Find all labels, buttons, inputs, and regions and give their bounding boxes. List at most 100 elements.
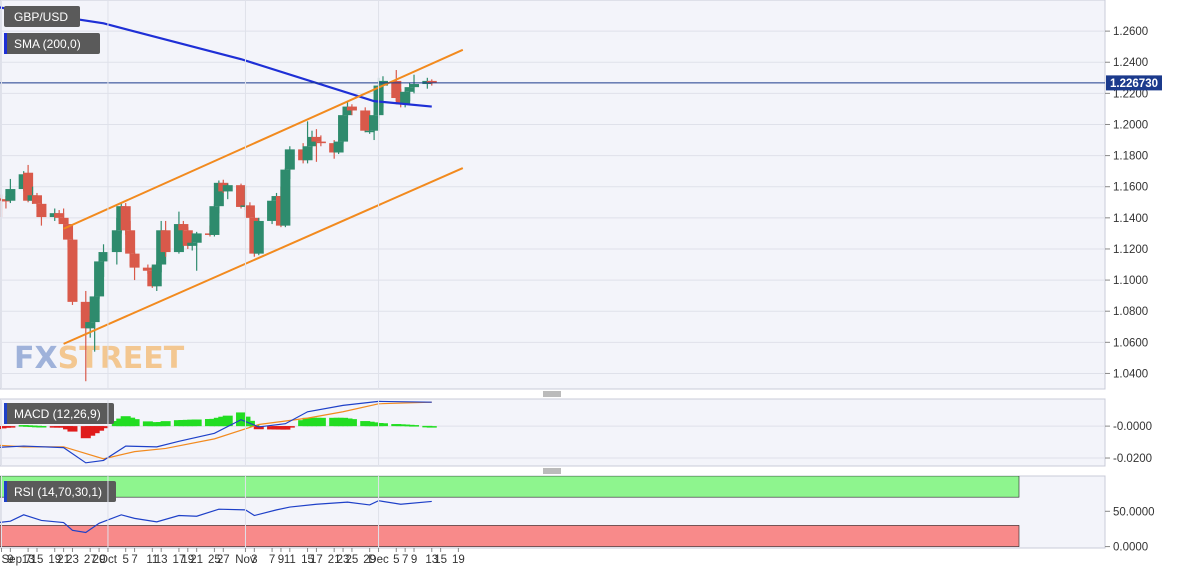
candle-body — [280, 169, 291, 226]
y-tick-label: 0.0000 — [1113, 542, 1148, 554]
rsi-legend-box[interactable] — [4, 481, 116, 502]
bearish-candle — [120, 203, 131, 235]
bullish-candle — [222, 183, 233, 200]
macd-bar — [426, 426, 437, 428]
rsi-overbought-zone — [0, 476, 1020, 498]
bullish-candle — [284, 146, 295, 179]
rsi-label: RSI (14,70,30,1) — [14, 485, 102, 499]
candle-body — [187, 242, 198, 246]
last-price-value: 1.226730 — [1110, 78, 1158, 90]
bullish-candle — [98, 244, 109, 277]
x-tick-label: 13 — [22, 554, 35, 566]
bullish-candle — [280, 168, 291, 228]
x-tick-label: 13 — [155, 554, 168, 566]
candle-body — [85, 322, 96, 329]
bullish-candle — [209, 203, 220, 237]
candle-body — [120, 206, 131, 231]
y-tick-label: 50.0000 — [1113, 506, 1155, 518]
macd-bar — [222, 415, 233, 427]
bearish-candle — [80, 290, 91, 382]
bearish-candle — [391, 70, 402, 102]
bearish-candle — [36, 202, 47, 226]
y-tick-label: 1.2000 — [1113, 119, 1148, 131]
candle-body — [222, 185, 233, 192]
macd-legend-box[interactable] — [4, 403, 114, 424]
bearish-candle — [346, 104, 357, 116]
sma-legend[interactable]: SMA (200,0) — [4, 33, 100, 54]
x-tick-label: 23 — [337, 554, 350, 566]
candle-body — [5, 189, 16, 201]
macd-legend-swatch — [4, 403, 7, 424]
macd-bar — [377, 423, 388, 427]
y-tick-label: 1.2600 — [1113, 26, 1148, 38]
bullish-candle — [338, 113, 349, 144]
price-macd-divider[interactable] — [0, 390, 1105, 398]
candle-body — [311, 136, 322, 142]
y-tick-label: 1.1200 — [1113, 244, 1148, 256]
candle-body — [284, 149, 295, 170]
macd-bar — [409, 425, 420, 427]
candle-body — [400, 91, 411, 105]
candle-body — [369, 115, 380, 131]
bullish-candle — [191, 231, 202, 271]
y-tick-label: 1.0600 — [1113, 337, 1148, 349]
price-y-axis: 1.2600 1.2400 1.2200 1.2000 1.1800 1.1600 1.14… — [1105, 26, 1148, 380]
x-tick-label: Sep 7 — [2, 554, 32, 566]
candle-body — [178, 224, 189, 231]
x-tick-label: 7 — [269, 554, 275, 566]
grip-icon — [543, 468, 561, 474]
candle-body — [364, 130, 375, 133]
macd-bar — [315, 417, 326, 427]
y-tick-label: -0.0200 — [1113, 453, 1152, 465]
x-tick-label: 7 — [131, 554, 137, 566]
candle-body — [58, 217, 69, 225]
candle-body — [142, 267, 153, 271]
bearish-candle — [67, 238, 78, 305]
y-tick-label: 1.1400 — [1113, 213, 1148, 225]
bullish-candle — [151, 261, 162, 291]
x-tick-label: 11 — [284, 554, 296, 566]
x-tick-label: 17 — [173, 554, 186, 566]
rsi-legend[interactable]: RSI (14,70,30,1) — [4, 481, 116, 502]
pair-legend-box[interactable] — [4, 6, 80, 27]
x-tick-label: 27 — [84, 554, 97, 566]
x-tick-label: 15 — [31, 554, 44, 566]
x-tick-label: Oct — [99, 554, 118, 566]
candle-body — [302, 146, 313, 161]
bullish-candle — [409, 74, 420, 94]
candle-body — [129, 253, 140, 268]
x-tick-label: Dec — [368, 554, 389, 566]
x-tick-label: 15 — [434, 554, 447, 566]
x-tick-label: 19 — [181, 554, 194, 566]
x-tick-label: 13 — [425, 554, 438, 566]
pair-legend[interactable]: GBP/USD — [4, 6, 80, 27]
x-tick-label: 17 — [310, 554, 323, 566]
macd-rsi-divider[interactable] — [0, 467, 1105, 475]
bullish-candle — [5, 178, 16, 204]
x-tick-label: 21 — [328, 554, 341, 566]
sma-legend-box[interactable] — [4, 33, 100, 54]
candle-body — [244, 205, 255, 218]
channel-lower-line — [63, 167, 464, 345]
x-tick-label: 15 — [301, 554, 314, 566]
candle-body — [346, 106, 357, 111]
candle-body — [160, 230, 171, 253]
macd-panel — [0, 398, 1106, 467]
macd-y-axis: -0.0000 -0.0200 — [1105, 421, 1152, 465]
x-tick-label: 21 — [57, 554, 70, 566]
macd-legend[interactable]: MACD (12,26,9) — [4, 403, 114, 424]
x-tick-label: Nov — [235, 554, 256, 566]
candle-body — [89, 296, 100, 323]
macd-bar — [253, 426, 264, 430]
candle-body — [391, 80, 402, 99]
bullish-candle — [369, 112, 380, 141]
bullish-candle — [173, 211, 184, 254]
bullish-candle — [253, 217, 264, 256]
bullish-candle — [89, 295, 100, 352]
x-tick-label: 7 — [402, 554, 408, 566]
candle-body — [173, 224, 184, 253]
fxstreet-watermark: FXSTREET — [14, 341, 185, 376]
macd-bar — [94, 426, 105, 431]
